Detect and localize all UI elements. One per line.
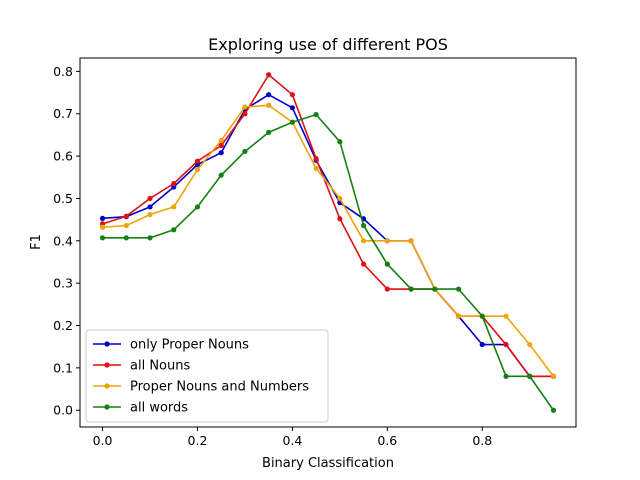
data-point [218, 142, 224, 149]
data-point [242, 111, 248, 117]
axes-frame [79, 57, 577, 428]
data-point [218, 137, 224, 144]
x-tick-label: 0.8 [472, 433, 492, 448]
data-point [479, 313, 485, 319]
legend-swatch-marker [104, 362, 110, 368]
data-point [289, 119, 296, 125]
y-tick-label: 0.4 [53, 233, 73, 248]
data-point [313, 156, 319, 162]
data-point [550, 373, 557, 379]
data-point [218, 172, 224, 178]
legend-label: only Proper Nouns [130, 338, 249, 353]
x-tick-label: 0.2 [188, 433, 208, 448]
data-point [218, 150, 224, 156]
legend-label: all Nouns [130, 359, 190, 374]
data-point [550, 407, 557, 413]
series-line [102, 113, 555, 411]
legend-item: all Nouns [93, 359, 190, 374]
y-tick-label: 0.6 [53, 149, 73, 164]
y-tick-label: 0.1 [53, 360, 73, 375]
data-point [455, 286, 462, 292]
data-point [194, 158, 201, 164]
y-tick-label: 0.8 [53, 64, 73, 79]
data-point [171, 181, 177, 187]
data-point [123, 213, 129, 219]
data-point [266, 129, 272, 135]
series-line [102, 93, 554, 378]
data-point [289, 92, 296, 98]
legend-item: Proper Nouns and Numbers [93, 380, 309, 395]
data-point [171, 204, 177, 210]
legend-item: only Proper Nouns [93, 338, 249, 353]
data-point [289, 105, 296, 111]
legend-item: all words [93, 401, 188, 416]
data-point [194, 204, 201, 210]
data-point [123, 222, 129, 229]
data-point [408, 238, 414, 244]
legend: only Proper Nouns all Nouns Proper Nouns a… [85, 329, 329, 423]
data-point [360, 222, 367, 229]
legend-label: all words [130, 401, 188, 416]
data-point [503, 373, 509, 379]
legend-swatch-marker [104, 383, 110, 389]
data-point [147, 204, 153, 210]
data-point [360, 238, 367, 244]
data-point [384, 238, 390, 244]
data-point [99, 215, 106, 221]
data-point [384, 286, 390, 292]
data-point [337, 216, 343, 222]
x-tick-label: 0.6 [377, 433, 397, 448]
chart-title: Exploring use of different POS [208, 35, 448, 54]
data-point [147, 211, 153, 218]
data-point [408, 286, 414, 292]
series-4 [99, 111, 557, 413]
data-point [242, 148, 248, 155]
data-point [479, 341, 485, 348]
data-point [337, 195, 343, 202]
y-tick-label: 0.5 [53, 191, 73, 206]
series-line [102, 104, 555, 377]
data-point [503, 341, 509, 348]
x-axis-label: Binary Classification [262, 456, 394, 471]
legend-box [85, 329, 329, 423]
data-point [360, 261, 367, 267]
data-point [266, 72, 272, 78]
y-tick-label: 0.3 [53, 276, 73, 291]
data-point [455, 313, 462, 319]
legend-swatch-marker [104, 404, 110, 410]
plot-area: 0.0 0.2 0.4 0.6 0.8 0.0 0.1 0.2 0.3 0.4 0.5 0.6 0.7 0… [53, 57, 577, 448]
x-tick-label: 0.4 [282, 433, 302, 448]
data-point [384, 261, 390, 267]
y-axis-label: F1 [29, 234, 44, 250]
y-tick-label: 0.2 [53, 318, 73, 333]
data-point [432, 286, 438, 292]
data-point [99, 235, 106, 241]
data-point [266, 102, 272, 108]
data-point [527, 373, 533, 379]
data-point [313, 111, 319, 118]
legend-swatch-marker [104, 341, 110, 347]
data-point [503, 313, 509, 319]
data-point [313, 165, 319, 171]
data-point [171, 227, 177, 233]
data-point [99, 224, 106, 230]
data-point [266, 92, 272, 98]
data-point [194, 167, 201, 173]
data-point [242, 104, 248, 110]
y-tick-label: 0.7 [53, 106, 73, 121]
data-point [527, 341, 533, 348]
x-tick-label: 0.0 [93, 433, 113, 448]
data-point [147, 235, 153, 241]
y-tick-label: 0.0 [53, 403, 73, 418]
data-point [123, 235, 129, 241]
data-point [337, 139, 343, 145]
data-point [147, 195, 153, 202]
legend-label: Proper Nouns and Numbers [130, 380, 309, 395]
